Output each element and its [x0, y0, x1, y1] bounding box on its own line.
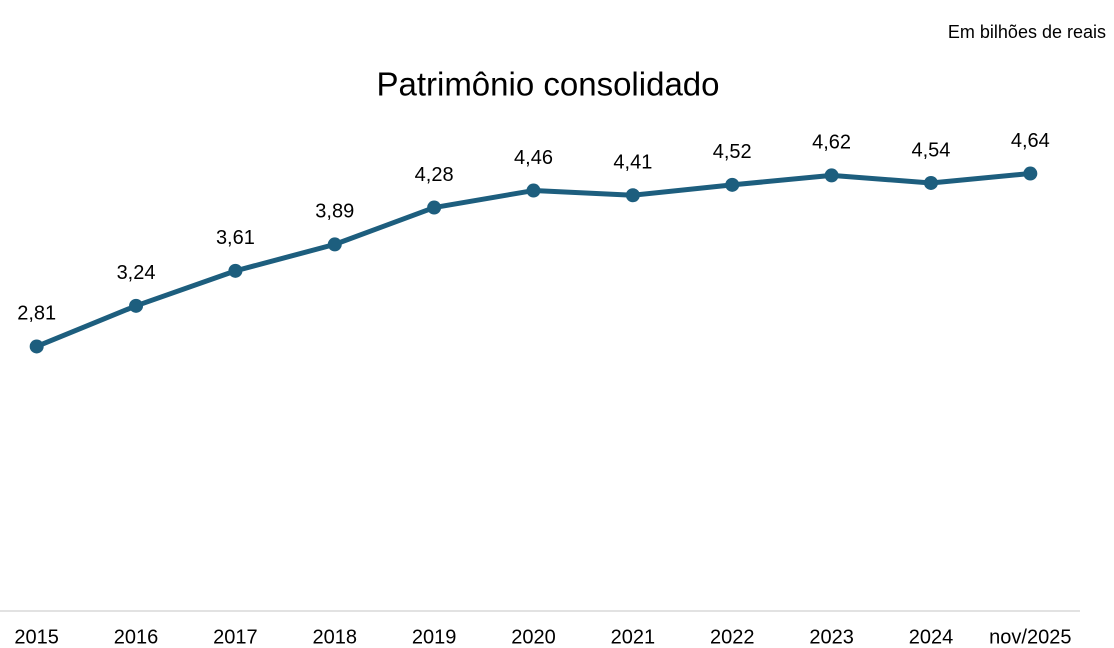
x-tick-label: nov/2025 [989, 626, 1071, 648]
data-label: 3,24 [117, 262, 156, 284]
point [923, 175, 938, 190]
data-label: 4,64 [1011, 130, 1050, 152]
data-label: 4,62 [812, 132, 851, 154]
point [327, 237, 342, 252]
line [35, 171, 1031, 349]
data-label: 4,28 [415, 164, 454, 186]
point [526, 183, 541, 198]
x-tick-label: 2015 [14, 626, 59, 648]
point [228, 263, 243, 278]
x-tick-label: 2017 [213, 626, 258, 648]
point [29, 339, 44, 354]
x-tick-label: 2018 [313, 626, 358, 648]
data-label: 4,41 [613, 152, 652, 174]
data-label: 4,46 [514, 147, 553, 169]
point [725, 177, 740, 192]
chart-title: Patrimônio consolidado [376, 66, 719, 103]
point [129, 298, 144, 313]
x-tick-label: 2020 [511, 626, 556, 648]
x-tick-label: 2024 [909, 626, 954, 648]
x-tick-label: 2019 [412, 626, 457, 648]
point [427, 200, 442, 215]
point [824, 168, 839, 183]
x-tick-label: 2016 [114, 626, 159, 648]
x-tick-label: 2023 [809, 626, 854, 648]
data-label: 3,89 [315, 201, 354, 223]
chart-subtitle: Em bilhões de reais [948, 22, 1106, 42]
x-tick-label: 2021 [611, 626, 656, 648]
data-label: 2,81 [17, 303, 56, 325]
data-label: 4,54 [911, 139, 950, 161]
data-label: 4,52 [713, 141, 752, 163]
point [1023, 166, 1038, 181]
point [625, 188, 640, 203]
x-tick-label: 2022 [710, 626, 755, 648]
data-label: 3,61 [216, 227, 255, 249]
